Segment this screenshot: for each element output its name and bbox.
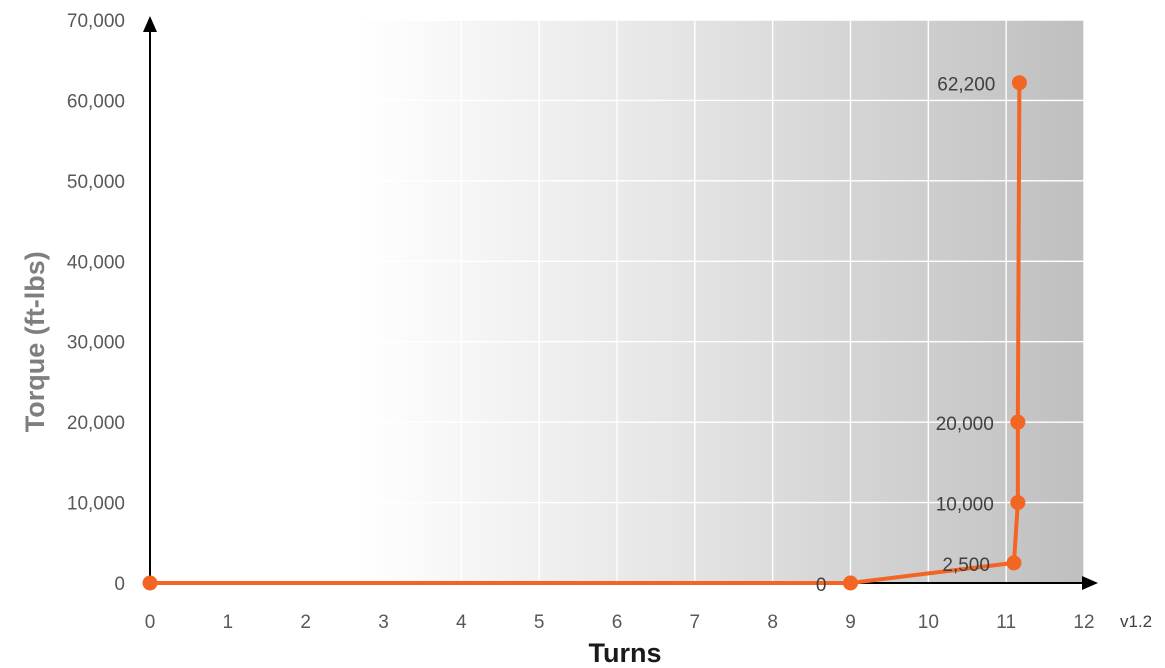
data-point: [1010, 414, 1026, 430]
version-label: v1.2: [1120, 612, 1152, 631]
data-series: [142, 75, 1027, 591]
x-tick-label: 7: [690, 612, 701, 633]
y-tick-label: 10,000: [67, 494, 125, 515]
x-tick-label: 5: [534, 612, 545, 633]
grid-lines: [150, 19, 1085, 583]
x-axis-arrow: [1082, 576, 1098, 590]
x-tick-label: 1: [223, 612, 234, 633]
y-tick-label: 50,000: [67, 172, 125, 193]
data-label: 2,500: [942, 555, 990, 576]
x-tick-label: 0: [145, 612, 156, 633]
data-label: 62,200: [937, 75, 995, 96]
data-label: 0: [816, 575, 827, 596]
data-label: 10,000: [936, 495, 994, 516]
labels: 0 1 2 3 4 5 6 7 8 9 10 11 12010,00020,00030,00040,00…: [67, 11, 1095, 633]
y-axis-title: Torque (ft-lbs): [20, 251, 50, 432]
data-label: 20,000: [936, 414, 994, 435]
data-point: [843, 575, 858, 591]
data-point: [142, 575, 158, 591]
x-tick-label: 4: [456, 612, 467, 633]
data-point: [1010, 495, 1026, 511]
x-tick-label: 10: [918, 612, 939, 633]
x-tick-label: 6: [612, 612, 623, 633]
x-tick-label: 11: [996, 612, 1016, 633]
series-line: [150, 82, 1022, 585]
y-tick-label: 0: [114, 574, 125, 595]
x-tick-label: 12: [1073, 612, 1094, 633]
x-tick-label: 8: [767, 612, 778, 633]
x-tick-label: 9: [845, 612, 856, 633]
x-axis-title: Turns: [589, 638, 662, 668]
x-tick-label: 3: [378, 612, 389, 633]
y-tick-label: 70,000: [67, 11, 125, 32]
data-point: [1006, 555, 1022, 571]
y-axis-arrow: [143, 16, 157, 32]
y-tick-label: 40,000: [67, 252, 125, 273]
y-tick-label: 60,000: [67, 91, 125, 112]
y-tick-label: 30,000: [67, 333, 125, 354]
x-tick-label: 2: [300, 612, 311, 633]
data-point: [1011, 75, 1027, 91]
y-tick-label: 20,000: [67, 413, 125, 434]
